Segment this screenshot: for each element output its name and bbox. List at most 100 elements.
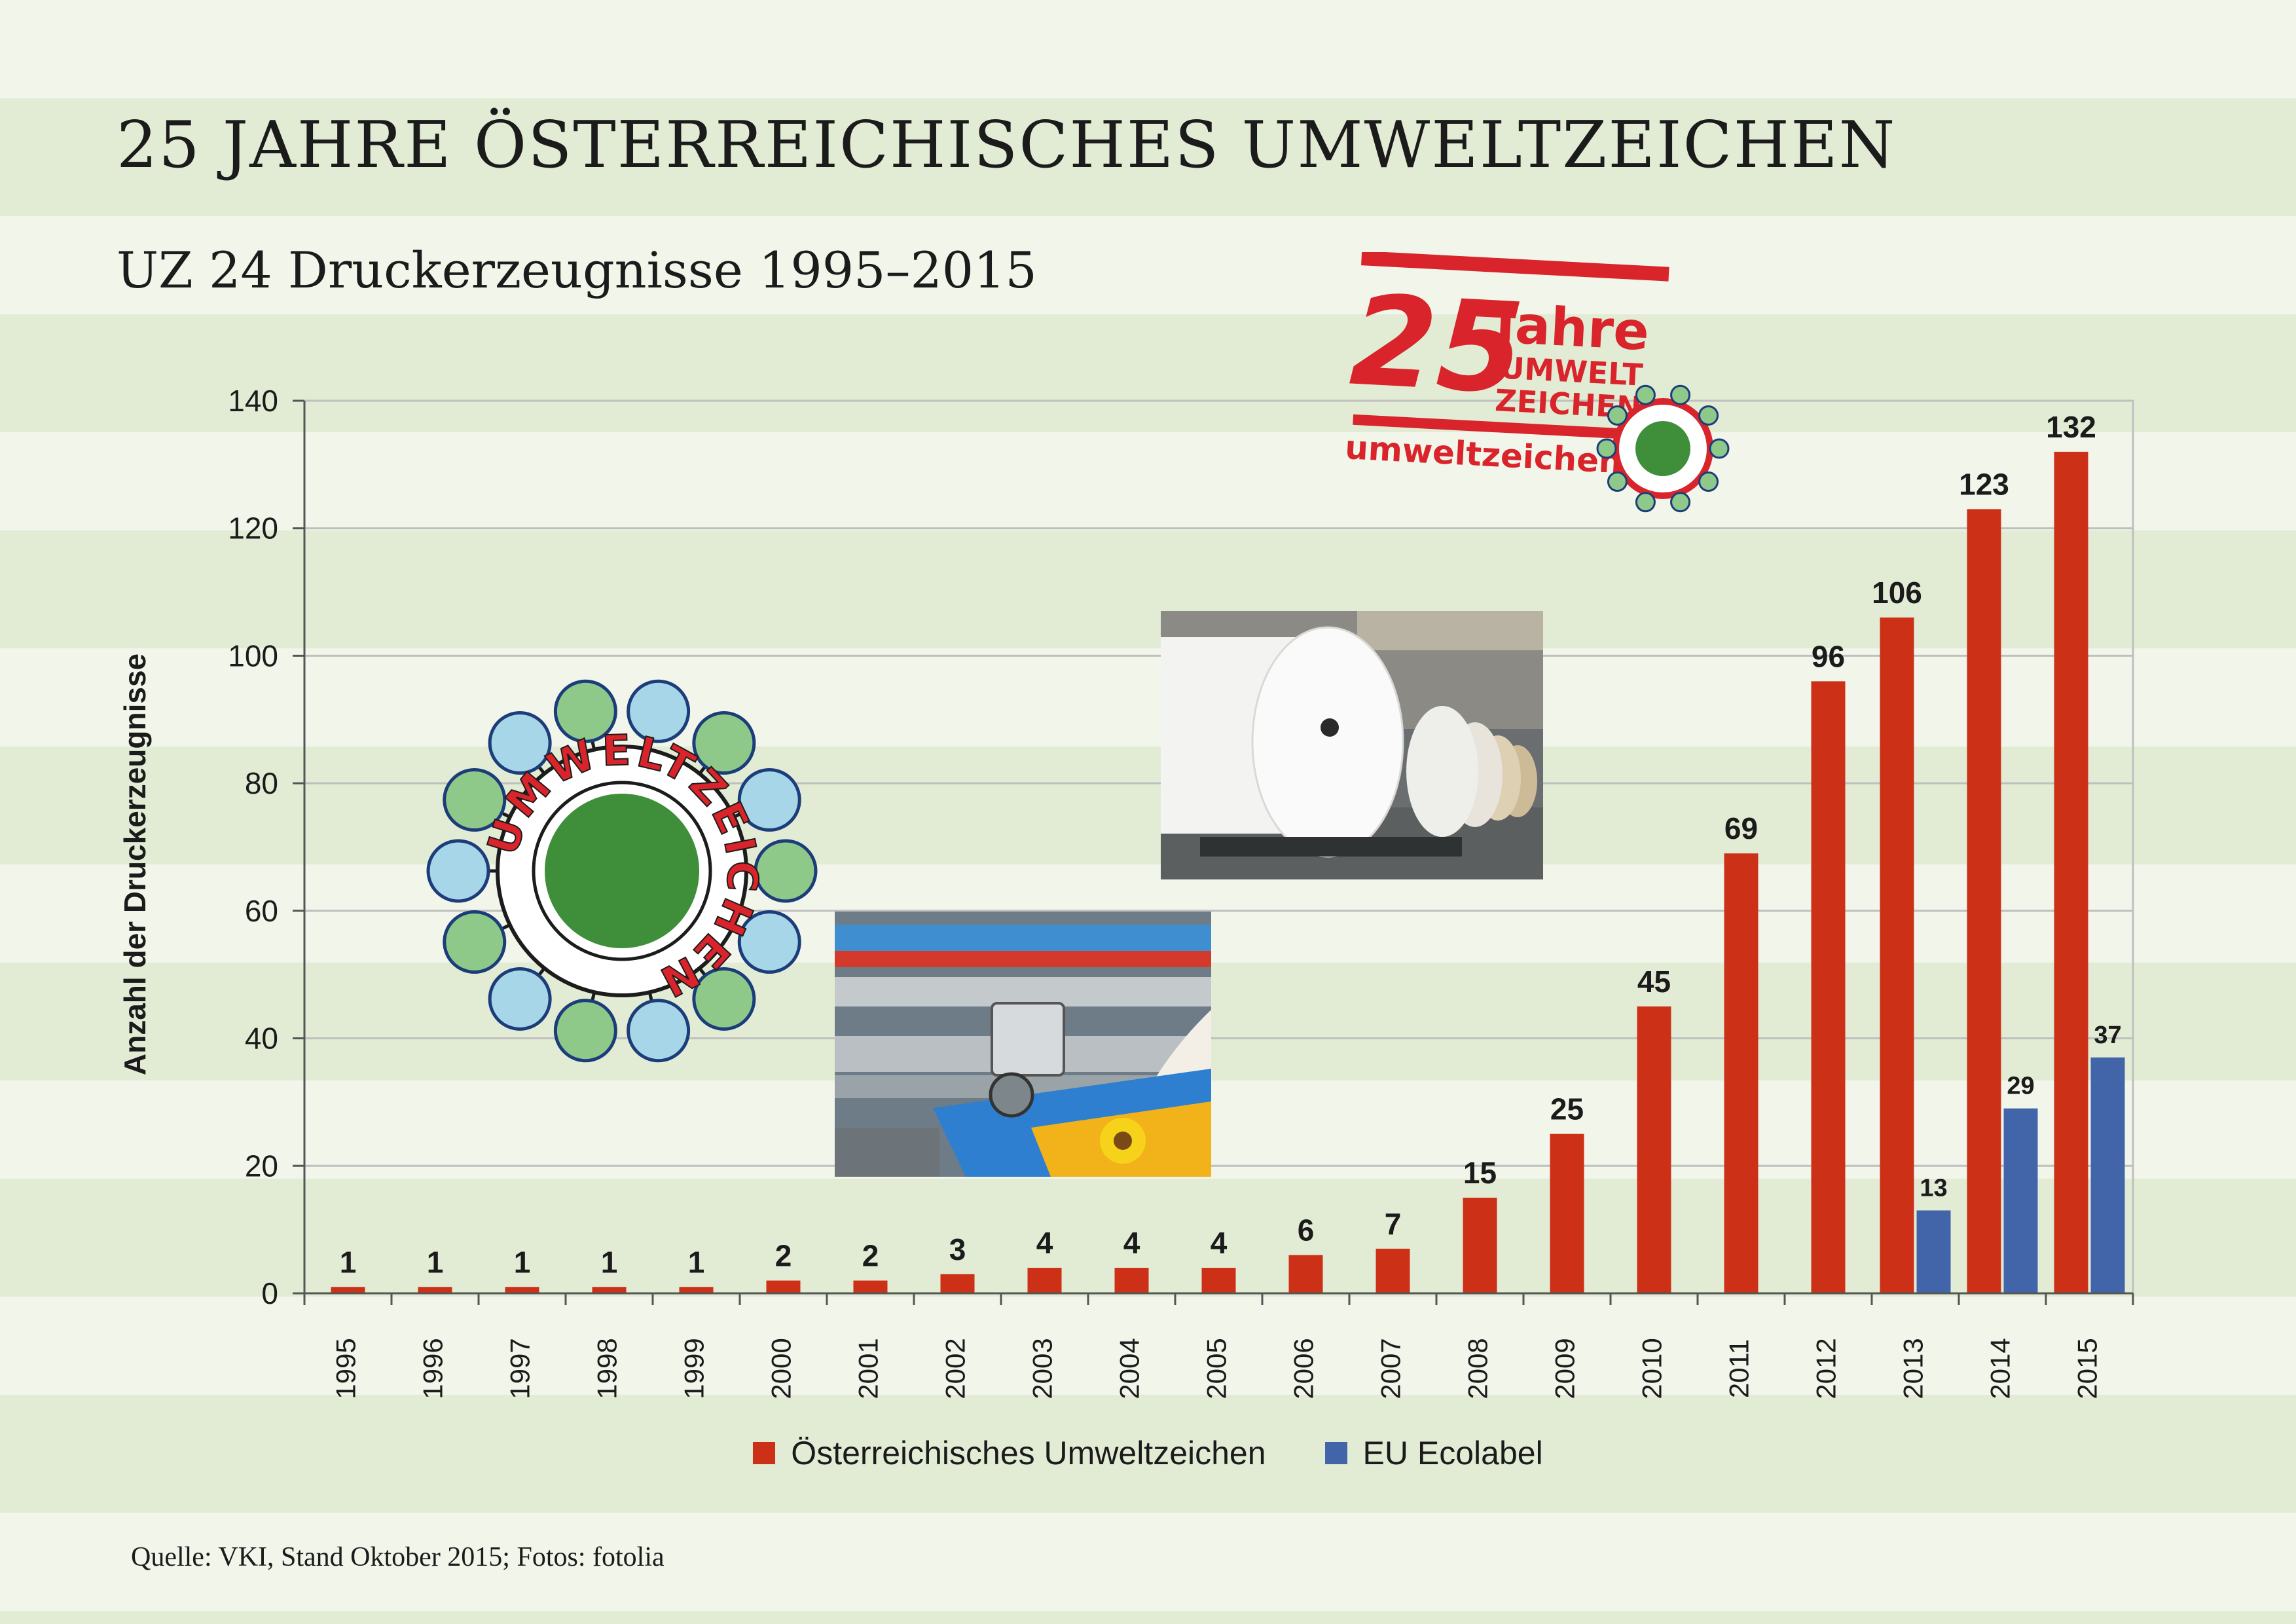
y-tick-label: 60 xyxy=(245,894,278,928)
bar-umweltzeichen xyxy=(679,1287,714,1293)
bar-umweltzeichen xyxy=(766,1280,801,1293)
data-label-umweltzeichen: 45 xyxy=(1637,965,1671,999)
data-label-umweltzeichen: 7 xyxy=(1385,1207,1402,1241)
data-label-umweltzeichen: 2 xyxy=(775,1239,792,1273)
bar-umweltzeichen xyxy=(1114,1268,1149,1293)
bars xyxy=(331,451,2125,1294)
bar-umweltzeichen xyxy=(940,1274,975,1293)
y-tick-label: 0 xyxy=(261,1276,278,1310)
y-tick-label: 140 xyxy=(228,384,278,418)
x-tick-label: 2005 xyxy=(1201,1338,1232,1399)
data-label-umweltzeichen: 1 xyxy=(340,1245,357,1279)
data-label-umweltzeichen: 96 xyxy=(1812,639,1845,673)
x-tick-label: 2015 xyxy=(2072,1338,2103,1399)
data-label-ecolabel: 13 xyxy=(1920,1174,1947,1202)
page-title: 25 JAHRE ÖSTERREICHISCHES UMWELTZEICHEN xyxy=(117,108,1897,183)
anniversary-stamp: 25 Jahre UMWELT ZEICHEN umweltzeichen.at xyxy=(1344,252,1730,513)
legend-swatch-blue xyxy=(1324,1442,1347,1464)
bar-umweltzeichen xyxy=(1811,681,1846,1293)
bar-umweltzeichen xyxy=(1967,509,2001,1294)
data-label-umweltzeichen: 1 xyxy=(514,1245,531,1279)
y-tick-label: 120 xyxy=(228,511,278,545)
y-tick-label: 80 xyxy=(245,766,278,800)
data-label-ecolabel: 37 xyxy=(2094,1022,2121,1049)
x-tick-label: 1999 xyxy=(679,1338,710,1399)
bar-umweltzeichen xyxy=(592,1287,627,1293)
data-label-umweltzeichen: 6 xyxy=(1298,1213,1315,1247)
x-tick-label: 2013 xyxy=(1898,1338,1929,1399)
legend-item-umweltzeichen: Österreichisches Umweltzeichen xyxy=(753,1434,1266,1472)
data-label-umweltzeichen: 4 xyxy=(1123,1226,1140,1260)
bar-umweltzeichen xyxy=(2054,451,2088,1293)
bar-umweltzeichen xyxy=(853,1280,888,1293)
data-labels: 1 1 1 1 1 2 2 3 4 4 4 6 7 15 25 45 69 96 106 13 123 29 132 37 xyxy=(340,410,2122,1279)
bar-umweltzeichen xyxy=(1724,853,1758,1293)
x-tick-label: 2002 xyxy=(940,1338,971,1399)
tree-icon xyxy=(426,679,818,1063)
bar-umweltzeichen xyxy=(1201,1268,1236,1293)
bar-umweltzeichen xyxy=(418,1287,452,1293)
x-tick-label: 2007 xyxy=(1376,1338,1406,1399)
chart-legend: Österreichisches Umweltzeichen EU Ecolab… xyxy=(0,1434,2296,1472)
printing-press-photo xyxy=(835,912,1211,1177)
data-label-umweltzeichen: 1 xyxy=(601,1245,618,1279)
stamp-word-jahre: Jahre xyxy=(1491,293,1650,362)
x-tick-label: 2000 xyxy=(766,1338,797,1399)
stamp-number: 25 xyxy=(1347,268,1527,422)
legend-swatch-red xyxy=(753,1442,776,1464)
bar-umweltzeichen xyxy=(1637,1006,1671,1293)
y-tick-label: 100 xyxy=(228,638,278,673)
bar-umweltzeichen xyxy=(1550,1134,1584,1293)
data-label-umweltzeichen: 123 xyxy=(1959,468,2009,502)
x-tick-label: 2014 xyxy=(1985,1338,2016,1399)
data-label-umweltzeichen: 106 xyxy=(1872,576,1922,610)
axes: 0 20 40 60 80 100 120 140 1995 1996 1997 1998 1999 20… xyxy=(228,384,2134,1399)
bar-ecolabel xyxy=(1916,1210,1951,1293)
data-label-umweltzeichen: 1 xyxy=(427,1245,444,1279)
data-label-umweltzeichen: 4 xyxy=(1211,1226,1228,1260)
y-tick-label: 40 xyxy=(245,1022,278,1056)
x-tick-label: 2003 xyxy=(1027,1338,1058,1399)
x-tick-label: 2012 xyxy=(1811,1338,1842,1399)
bar-umweltzeichen xyxy=(1376,1248,1410,1293)
x-tick-label: 2009 xyxy=(1550,1338,1580,1399)
legend-label-umweltzeichen: Österreichisches Umweltzeichen xyxy=(791,1435,1266,1471)
bar-umweltzeichen xyxy=(505,1287,539,1293)
y-axis-title: Anzahl der Druckerzeugnisse xyxy=(118,654,152,1075)
bar-umweltzeichen xyxy=(1288,1255,1323,1293)
data-label-ecolabel: 29 xyxy=(2007,1073,2034,1100)
x-tick-label: 2001 xyxy=(853,1338,884,1399)
bar-umweltzeichen xyxy=(1027,1268,1062,1293)
x-tick-label: 1997 xyxy=(505,1338,536,1399)
stamp-word-umwelt: UMWELT xyxy=(1499,350,1645,392)
data-label-umweltzeichen: 2 xyxy=(862,1239,879,1273)
data-label-umweltzeichen: 132 xyxy=(2046,410,2096,444)
x-tick-label: 2011 xyxy=(1724,1339,1755,1398)
data-label-umweltzeichen: 4 xyxy=(1036,1226,1053,1260)
x-tick-label: 2004 xyxy=(1114,1338,1145,1399)
x-tick-label: 2006 xyxy=(1288,1338,1319,1399)
bar-umweltzeichen xyxy=(1463,1197,1497,1293)
legend-item-ecolabel: EU Ecolabel xyxy=(1324,1434,1543,1472)
y-tick-label: 20 xyxy=(245,1149,278,1183)
paper-rolls-photo xyxy=(1161,611,1543,879)
umweltzeichen-logo: UMWELTZEICHEN xyxy=(426,679,818,1063)
bar-ecolabel xyxy=(2090,1057,2125,1293)
data-label-umweltzeichen: 1 xyxy=(688,1245,705,1279)
bar-umweltzeichen xyxy=(1880,618,1914,1293)
x-tick-label: 1995 xyxy=(331,1338,361,1399)
data-label-umweltzeichen: 3 xyxy=(949,1232,966,1266)
mini-logo-icon xyxy=(1596,384,1730,513)
bar-ecolabel xyxy=(2003,1108,2038,1293)
source-note: Quelle: VKI, Stand Oktober 2015; Fotos: … xyxy=(131,1542,665,1572)
page-subtitle: UZ 24 Druckerzeugnisse 1995–2015 xyxy=(117,241,1037,299)
data-label-umweltzeichen: 69 xyxy=(1724,811,1758,845)
legend-label-ecolabel: EU Ecolabel xyxy=(1362,1435,1543,1471)
bar-umweltzeichen xyxy=(331,1287,365,1293)
x-tick-label: 1998 xyxy=(592,1338,623,1399)
data-label-umweltzeichen: 25 xyxy=(1550,1092,1584,1126)
x-tick-label: 2010 xyxy=(1637,1338,1667,1399)
x-tick-label: 1996 xyxy=(418,1338,448,1399)
x-tick-label: 2008 xyxy=(1463,1338,1493,1399)
